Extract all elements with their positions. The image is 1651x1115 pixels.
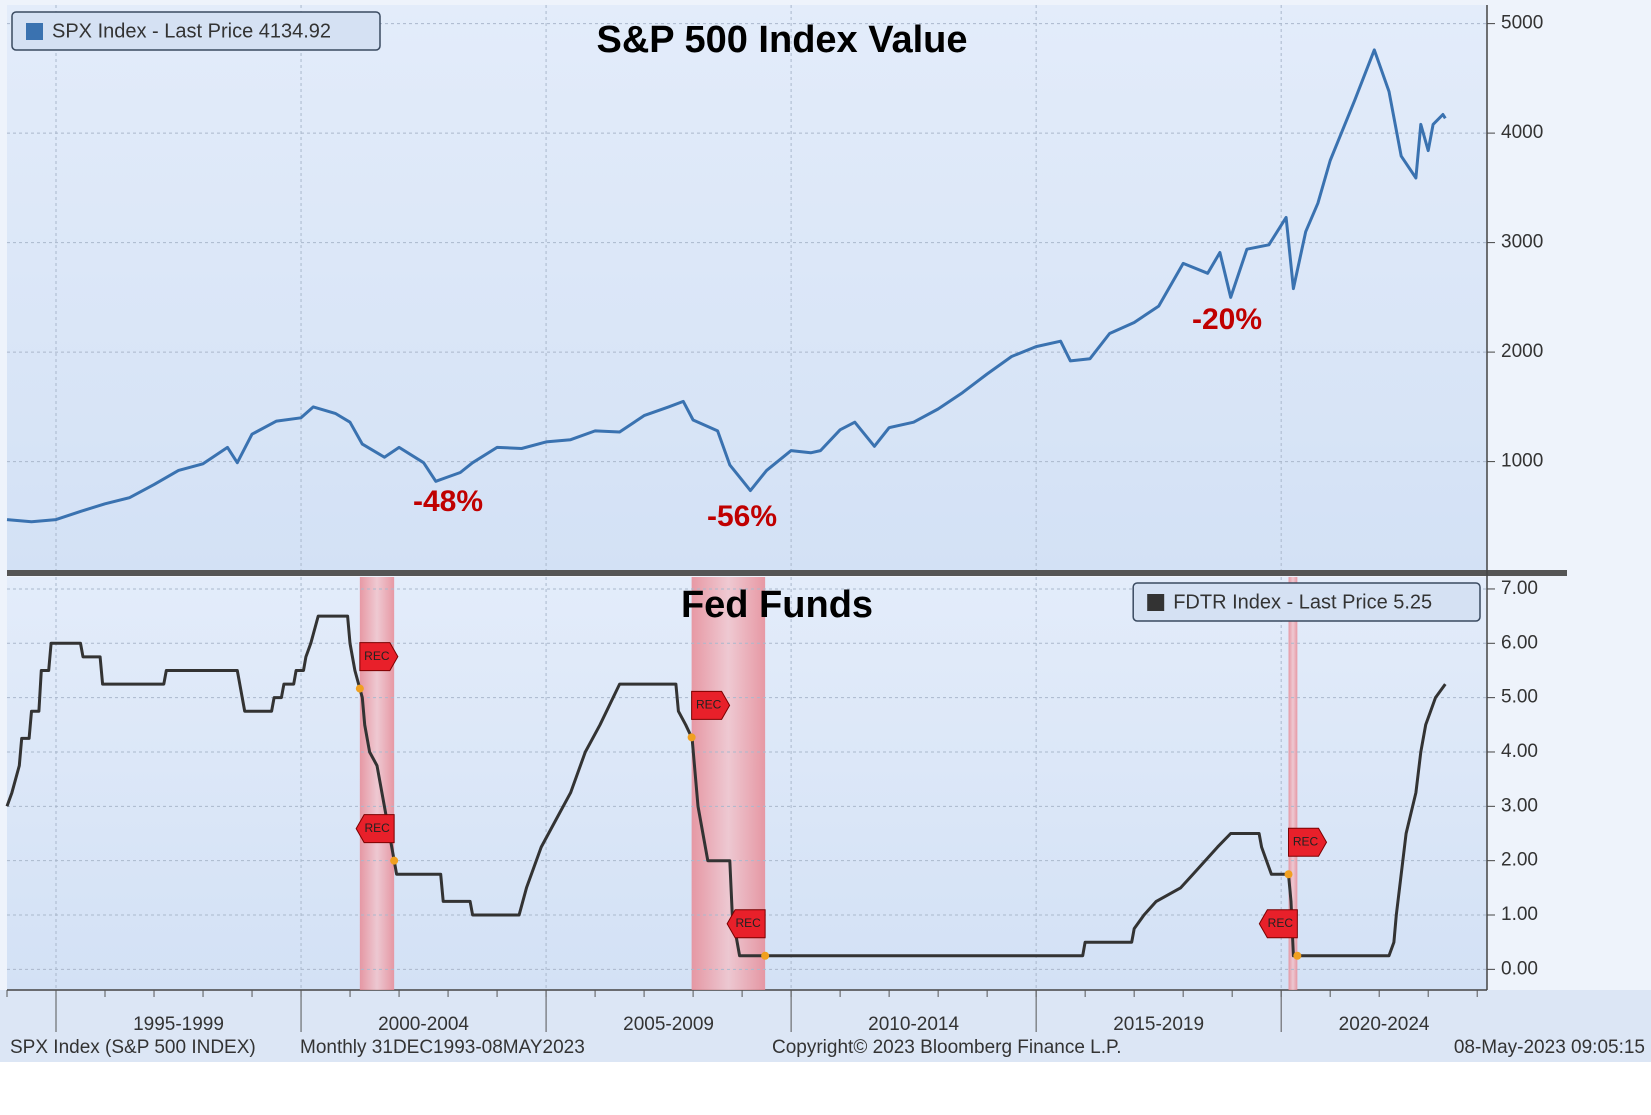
recession-flag xyxy=(691,690,731,720)
x-tick-label: 2010-2014 xyxy=(868,1014,959,1035)
recession-band xyxy=(1288,577,1298,990)
annotation: -20% xyxy=(1192,303,1262,336)
footer-copyright: Copyright© 2023 Bloomberg Finance L.P. xyxy=(772,1037,1122,1058)
recession-point xyxy=(390,856,399,865)
x-tick-label: 2005-2009 xyxy=(623,1014,714,1035)
footer-timestamp: 08-May-2023 09:05:15 xyxy=(1454,1037,1645,1058)
x-tick-label: 2015-2019 xyxy=(1113,1014,1204,1035)
recession-flag-label: REC xyxy=(364,821,390,835)
footer-period: Monthly 31DEC1993-08MAY2023 xyxy=(300,1037,585,1058)
chart-title: S&P 500 Index Value xyxy=(596,19,967,61)
y-tick-label: 6.00 xyxy=(1501,632,1538,653)
y-tick-label: 0.00 xyxy=(1501,958,1538,979)
plot-layer: 1000 2000 3000 4000 5000 S&P 500 Index Value -… xyxy=(5,5,1543,1035)
annotation: -56% xyxy=(707,500,777,533)
y-tick-label: 3000 xyxy=(1501,232,1543,253)
recession-flag xyxy=(359,642,399,672)
footer-security: SPX Index (S&P 500 INDEX) xyxy=(10,1037,256,1058)
y-tick-label: 2000 xyxy=(1501,341,1543,362)
y-tick-label: 1.00 xyxy=(1501,904,1538,925)
recession-flag-label: REC xyxy=(364,649,390,663)
recession-flag xyxy=(1258,909,1298,939)
recession-flag-label: REC xyxy=(1293,834,1319,848)
recession-band xyxy=(359,577,395,990)
recession-flag xyxy=(1288,827,1328,857)
legend-box xyxy=(1132,582,1481,622)
legend-box xyxy=(11,11,381,51)
data-line xyxy=(6,48,1447,524)
y-tick-label: 7.00 xyxy=(1501,578,1538,599)
annotation: -48% xyxy=(413,485,483,518)
data-line xyxy=(5,614,1447,958)
y-tick-label: 3.00 xyxy=(1501,795,1538,816)
y-tick-label: 4000 xyxy=(1501,122,1543,143)
y-tick-label: 5.00 xyxy=(1501,687,1538,708)
recession-flag xyxy=(355,814,395,844)
panel-divider xyxy=(7,570,1567,576)
x-tick-label: 2000-2004 xyxy=(378,1014,469,1035)
legend-label: FDTR Index - Last Price 5.25 xyxy=(1173,591,1432,613)
y-tick-label: 4.00 xyxy=(1501,741,1538,762)
x-tick-label: 2020-2024 xyxy=(1339,1014,1430,1035)
recession-flag xyxy=(726,909,766,939)
recession-point xyxy=(355,684,364,693)
recession-flag-label: REC xyxy=(696,698,722,712)
recession-point xyxy=(687,733,696,742)
y-tick-label: 5000 xyxy=(1501,13,1543,34)
legend-swatch xyxy=(26,23,43,40)
legend-swatch xyxy=(1147,594,1165,611)
x-tick-label: 1995-1999 xyxy=(133,1014,224,1035)
recession-flag-label: REC xyxy=(1268,916,1294,930)
chart-title: Fed Funds xyxy=(681,584,873,626)
y-tick-label: 1000 xyxy=(1501,451,1543,472)
recession-point xyxy=(1293,951,1302,960)
plot-area xyxy=(7,5,1487,572)
y-tick-label: 2.00 xyxy=(1501,850,1538,871)
recession-flag-label: REC xyxy=(735,916,761,930)
legend-label: SPX Index - Last Price 4134.92 xyxy=(52,20,331,42)
recession-point xyxy=(1284,870,1293,879)
recession-point xyxy=(761,951,770,960)
footer-bar xyxy=(0,990,1651,1062)
